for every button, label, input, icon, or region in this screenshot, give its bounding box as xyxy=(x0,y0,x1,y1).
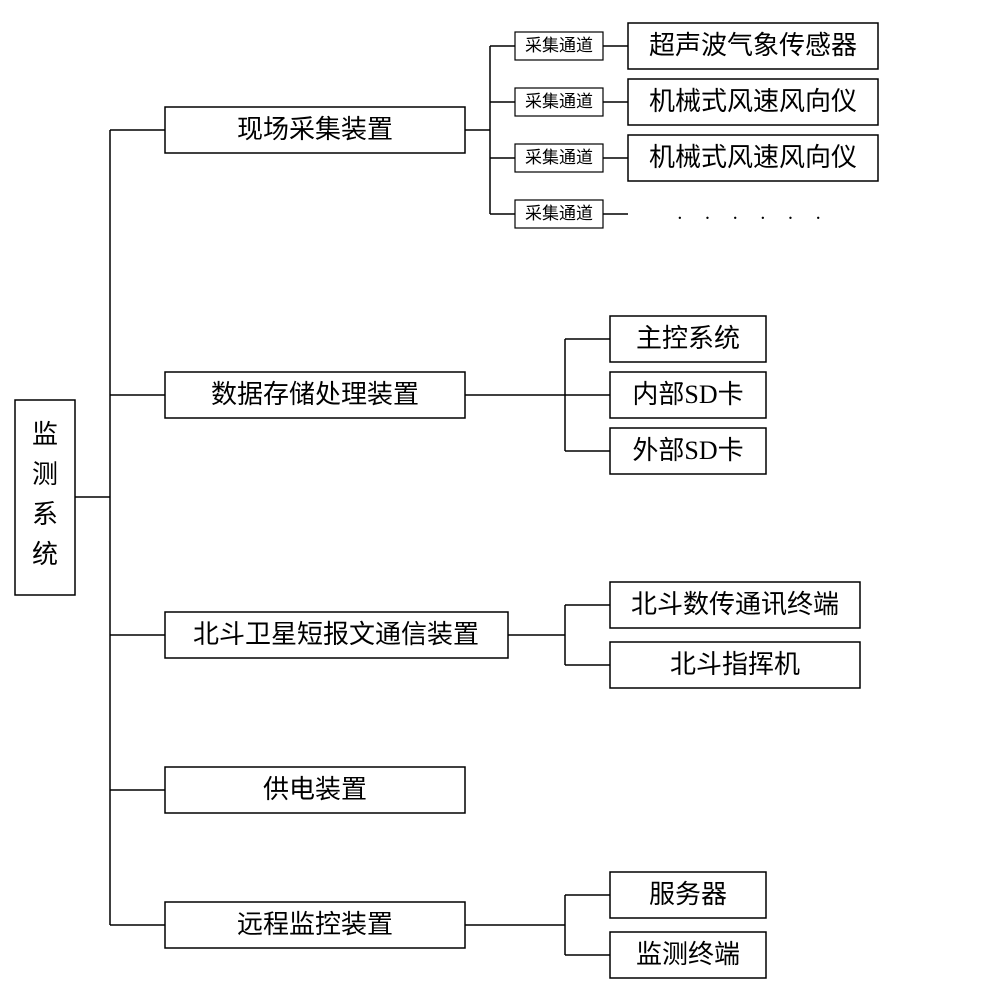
channel-label: 采集通道 xyxy=(525,36,593,55)
channel-label: 采集通道 xyxy=(525,92,593,111)
node-label: 北斗卫星短报文通信装置 xyxy=(193,620,479,649)
node-label: 数据存储处理装置 xyxy=(211,380,419,409)
root-char-2: 测 xyxy=(32,460,58,489)
root-char-4: 统 xyxy=(32,540,58,569)
node-label: 远程监控装置 xyxy=(237,910,393,939)
ellipsis: · · · · · · xyxy=(677,208,830,230)
sensor-label: 超声波气象传感器 xyxy=(649,31,857,60)
node-label: 现场采集装置 xyxy=(237,115,393,144)
node-label: 监测终端 xyxy=(636,940,740,969)
sensor-label: 机械式风速风向仪 xyxy=(649,87,857,116)
node-label: 内部SD卡 xyxy=(632,380,743,409)
channel-label: 采集通道 xyxy=(525,204,593,223)
tree-diagram: 监 测 系 统 现场采集装置 采集通道 超声波气象传感器 采集通道 机械式风速风… xyxy=(0,0,997,1000)
node-label: 主控系统 xyxy=(636,324,740,353)
sensor-label: 机械式风速风向仪 xyxy=(649,143,857,172)
node-label: 北斗数传通讯终端 xyxy=(631,590,839,619)
node-label: 供电装置 xyxy=(263,775,367,804)
node-label: 服务器 xyxy=(649,880,727,909)
channel-label: 采集通道 xyxy=(525,148,593,167)
root-char-1: 监 xyxy=(32,420,58,449)
node-label: 北斗指挥机 xyxy=(670,650,800,679)
root-char-3: 系 xyxy=(32,500,58,529)
node-label: 外部SD卡 xyxy=(632,436,743,465)
